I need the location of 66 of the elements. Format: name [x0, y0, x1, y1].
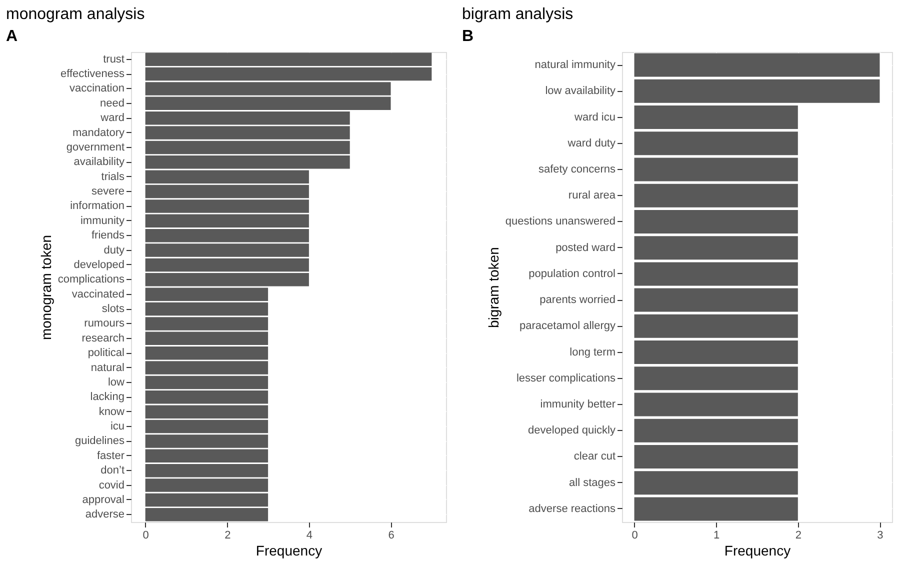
y-tick-label: effectiveness: [60, 68, 125, 80]
y-tick-label: rural area: [568, 190, 616, 202]
y-tick-label: guidelines: [74, 435, 125, 448]
y-tick-label: questions unanswered: [505, 216, 616, 228]
y-tick-label: ward: [100, 112, 124, 124]
y-tick-label: adverse: [85, 508, 124, 521]
x-tick-label: 2: [795, 530, 802, 542]
y-tick-label: vaccinated: [72, 288, 124, 300]
y-tick-label: ward duty: [566, 137, 616, 150]
y-tick-label: immunity better: [540, 398, 616, 410]
y-tick-label: parents worried: [540, 294, 616, 306]
x-tick-label: 3: [877, 530, 884, 542]
x-tick-label: 6: [388, 530, 394, 542]
y-tick-label: slots: [102, 303, 125, 316]
y-tick-label: trust: [103, 53, 124, 66]
y-tick-label: lesser complications: [516, 372, 616, 384]
y-tick-label: mandatory: [72, 126, 125, 139]
y-tick-label: government: [66, 141, 124, 154]
y-tick-label: icu: [110, 420, 124, 433]
y-tick-label: know: [98, 406, 125, 418]
text: A: [6, 28, 18, 45]
y-tick-label: all stages: [569, 476, 616, 489]
y-tick-label: information: [70, 200, 124, 212]
y-tick-label: natural: [90, 362, 124, 374]
y-tick-label: low: [108, 376, 125, 388]
y-tick-label: natural immunity: [534, 59, 616, 72]
y-tick-label: trials: [101, 170, 125, 183]
y-tick-label: political: [88, 347, 124, 360]
y-tick-label: don’t: [100, 464, 124, 477]
y-axis-title: monogram token: [38, 234, 54, 340]
y-tick-label: long term: [570, 346, 616, 358]
y-tick-label: friends: [91, 230, 125, 242]
y-tick-label: covid: [98, 479, 124, 492]
y-tick-label: vaccination: [69, 82, 124, 95]
y-tick-label: complications: [58, 274, 125, 286]
chart-title: monogram analysis: [6, 6, 145, 23]
y-tick-label: need: [100, 97, 124, 110]
y-tick-label: lacking: [90, 391, 124, 404]
x-tick-label: 1: [714, 530, 720, 542]
y-tick-label: research: [82, 332, 124, 344]
y-tick-label: severe: [91, 186, 124, 198]
y-tick-label: approval: [82, 494, 124, 506]
y-tick-label: developed quickly: [528, 424, 616, 437]
y-tick-label: ward icu: [574, 111, 616, 124]
y-tick-label: population control: [528, 268, 616, 280]
y-tick-label: duty: [104, 244, 125, 256]
y-tick-label: paracetamol allergy: [520, 320, 616, 332]
y-tick-label: immunity: [80, 214, 125, 227]
x-tick-label: 4: [306, 530, 313, 542]
y-tick-label: posted ward: [556, 242, 616, 254]
y-tick-label: faster: [96, 450, 125, 462]
y-tick-label: adverse reactions: [528, 502, 616, 515]
y-axis-title: bigram token: [485, 247, 502, 328]
y-tick-label: clear cut: [574, 450, 616, 463]
x-tick-label: 0: [632, 530, 638, 542]
x-axis-title: Frequency: [256, 542, 322, 558]
chart-title: bigram analysis: [462, 6, 574, 23]
y-tick-label: low availability: [545, 85, 616, 98]
x-tick-label: 0: [142, 530, 149, 542]
y-tick-label: availability: [74, 156, 125, 168]
y-tick-label: rumours: [84, 318, 125, 330]
x-axis-title: Frequency: [724, 542, 791, 558]
x-tick-label: 2: [224, 530, 231, 542]
y-tick-label: safety concerns: [538, 164, 616, 176]
text: B: [462, 28, 474, 45]
y-tick-label: developed: [74, 258, 124, 271]
